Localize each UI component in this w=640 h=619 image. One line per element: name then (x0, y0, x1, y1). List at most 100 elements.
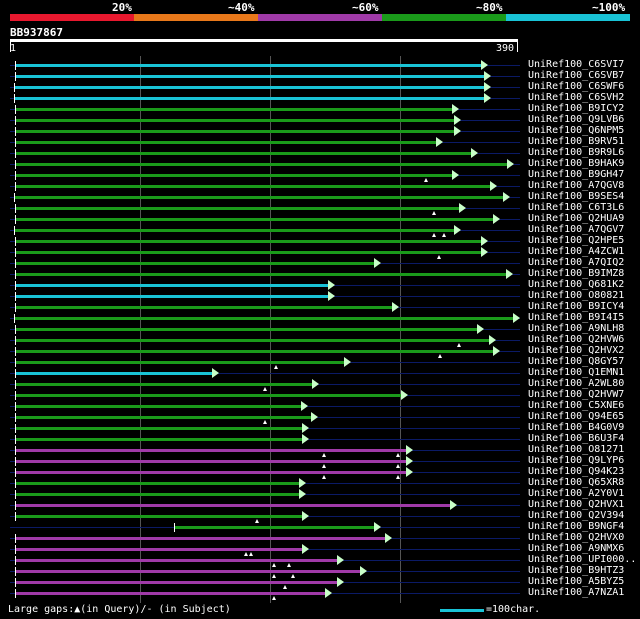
hit-alignment-bar[interactable] (15, 559, 337, 562)
hit-name-link[interactable]: UniRef100_Q65XR8 (528, 477, 625, 488)
hit-name-link[interactable]: UniRef100_B9SES4 (528, 191, 625, 202)
hit-name-link[interactable]: UniRef100_Q2V394 (528, 510, 625, 521)
hit-alignment-bar[interactable] (15, 141, 437, 144)
hit-alignment-bar[interactable] (15, 515, 302, 518)
hit-name-link[interactable]: UniRef100_B9RV51 (528, 136, 625, 147)
hit-name-link[interactable]: UniRef100_C6SWF6 (528, 81, 625, 92)
hit-name-link[interactable]: UniRef100_A5BYZ5 (528, 576, 625, 587)
hit-name-link[interactable]: UniRef100_Q94K23 (528, 466, 625, 477)
hit-name-link[interactable]: UniRef100_A7QGV7 (528, 224, 625, 235)
hit-name-link[interactable]: UniRef100_A7QIQ2 (528, 257, 625, 268)
hit-alignment-bar[interactable] (15, 251, 482, 254)
hit-name-link[interactable]: UniRef100_B6U3F4 (528, 433, 625, 444)
hit-alignment-bar[interactable] (15, 108, 452, 111)
hit-alignment-bar[interactable] (15, 185, 491, 188)
hit-alignment-bar[interactable] (15, 482, 300, 485)
hit-name-link[interactable]: UniRef100_A7QGV8 (528, 180, 625, 191)
hit-alignment-bar[interactable] (15, 240, 482, 243)
hit-name-link[interactable]: UniRef100_Q9LVB6 (528, 114, 625, 125)
hit-alignment-bar[interactable] (15, 416, 311, 419)
hit-name-link[interactable]: UniRef100_B9GH47 (528, 169, 625, 180)
hit-alignment-bar[interactable] (15, 537, 386, 540)
hit-name-link[interactable]: UniRef100_C6SVB7 (528, 70, 625, 81)
hit-alignment-bar[interactable] (15, 471, 406, 474)
hit-alignment-bar[interactable] (15, 592, 326, 595)
hit-name-link[interactable]: UniRef100_B9R9L6 (528, 147, 625, 158)
hit-name-link[interactable]: UniRef100_Q2HVX2 (528, 345, 625, 356)
hit-alignment-bar[interactable] (15, 570, 360, 573)
hit-alignment-bar[interactable] (14, 229, 455, 232)
hit-alignment-bar[interactable] (174, 526, 374, 529)
hit-alignment-bar[interactable] (15, 361, 345, 364)
hit-end-arrow-icon (212, 368, 220, 378)
hit-alignment-bar[interactable] (15, 328, 478, 331)
hit-name-link[interactable]: UniRef100_C6SVH2 (528, 92, 625, 103)
hit-alignment-bar[interactable] (15, 460, 406, 463)
hit-name-link[interactable]: UniRef100_Q2HVX1 (528, 499, 625, 510)
hit-name-link[interactable]: UniRef100_B9HTZ3 (528, 565, 625, 576)
hit-name-link[interactable]: UniRef100_Q8GY57 (528, 356, 625, 367)
hit-alignment-bar[interactable] (14, 97, 484, 100)
hit-alignment-bar[interactable] (14, 86, 484, 89)
hit-name-link[interactable]: UniRef100_B9ICY2 (528, 103, 625, 114)
hit-alignment-bar[interactable] (15, 339, 489, 342)
hit-alignment-bar[interactable] (15, 218, 493, 221)
hit-alignment-bar[interactable] (14, 317, 514, 320)
hit-alignment-bar[interactable] (15, 405, 301, 408)
hit-alignment-bar[interactable] (15, 394, 401, 397)
hit-name-link[interactable]: UniRef100_C5XNE6 (528, 400, 625, 411)
hit-name-link[interactable]: UniRef100_B9HAK9 (528, 158, 625, 169)
hit-alignment-bar[interactable] (15, 372, 213, 375)
hit-alignment-bar[interactable] (15, 130, 455, 133)
hit-name-link[interactable]: UniRef100_Q2HPE5 (528, 235, 625, 246)
hit-alignment-bar[interactable] (15, 295, 328, 298)
hit-alignment-bar[interactable] (15, 427, 302, 430)
hit-name-link[interactable]: UniRef100_Q681K2 (528, 279, 625, 290)
hit-name-link[interactable]: UniRef100_C6T3L6 (528, 202, 625, 213)
hit-name-link[interactable]: UniRef100_A2Y0V1 (528, 488, 625, 499)
hit-alignment-bar[interactable] (15, 438, 302, 441)
hit-name-link[interactable]: UniRef100_Q9LYP6 (528, 455, 625, 466)
hit-alignment-bar[interactable] (15, 284, 328, 287)
hit-name-link[interactable]: UniRef100_B9NGF4 (528, 521, 625, 532)
hit-alignment-bar[interactable] (15, 207, 460, 210)
hit-name-link[interactable]: UniRef100_A2WL80 (528, 378, 625, 389)
hit-name-link[interactable]: UniRef100_A7NZA1 (528, 587, 625, 598)
hit-alignment-bar[interactable] (15, 383, 313, 386)
hit-alignment-bar[interactable] (15, 174, 452, 177)
hit-alignment-bar[interactable] (14, 196, 503, 199)
hit-alignment-bar[interactable] (15, 350, 493, 353)
hit-alignment-bar[interactable] (15, 548, 302, 551)
hit-alignment-bar[interactable] (15, 449, 406, 452)
hit-name-link[interactable]: UniRef100_C6SVI7 (528, 59, 625, 70)
hit-name-link[interactable]: UniRef100_B4G0V9 (528, 422, 625, 433)
hit-name-link[interactable]: UniRef100_Q2HVW7 (528, 389, 625, 400)
hit-name-link[interactable]: UniRef100_B9IMZ8 (528, 268, 625, 279)
hit-alignment-bar[interactable] (15, 262, 374, 265)
hit-alignment-bar[interactable] (15, 163, 507, 166)
hit-alignment-bar[interactable] (15, 306, 392, 309)
hit-alignment-bar[interactable] (15, 152, 471, 155)
hit-alignment-bar[interactable] (15, 75, 484, 78)
hit-name-link[interactable]: UniRef100_B9ICY4 (528, 301, 625, 312)
hit-name-link[interactable]: UniRef100_B9I4I5 (528, 312, 625, 323)
hit-alignment-bar[interactable] (15, 119, 455, 122)
hit-name-link[interactable]: UniRef100_UPI000.. (528, 554, 637, 565)
hit-alignment-bar[interactable] (15, 273, 506, 276)
hit-name-link[interactable]: UniRef100_O81271 (528, 444, 625, 455)
hit-name-link[interactable]: UniRef100_Q94E65 (528, 411, 625, 422)
hit-alignment-bar[interactable] (15, 64, 482, 67)
hit-name-link[interactable]: UniRef100_Q2HVW6 (528, 334, 625, 345)
hit-name-link[interactable]: UniRef100_Q1EMN1 (528, 367, 625, 378)
hit-name-link[interactable]: UniRef100_Q2HUA9 (528, 213, 625, 224)
hit-alignment-bar[interactable] (15, 493, 300, 496)
hit-name-link[interactable]: UniRef100_Q2HVX0 (528, 532, 625, 543)
hit-alignment-bar[interactable] (15, 504, 451, 507)
hit-name-link[interactable]: UniRef100_Q6NPM5 (528, 125, 625, 136)
hit-name-link[interactable]: UniRef100_A9NLH8 (528, 323, 625, 334)
hit-name-link[interactable]: UniRef100_A9NMX6 (528, 543, 625, 554)
hit-name-link[interactable]: UniRef100_O80821 (528, 290, 625, 301)
hit-alignment-bar[interactable] (15, 581, 337, 584)
hit-name-link[interactable]: UniRef100_A4ZCW1 (528, 246, 625, 257)
legend-label-60: ~60% (352, 1, 379, 14)
